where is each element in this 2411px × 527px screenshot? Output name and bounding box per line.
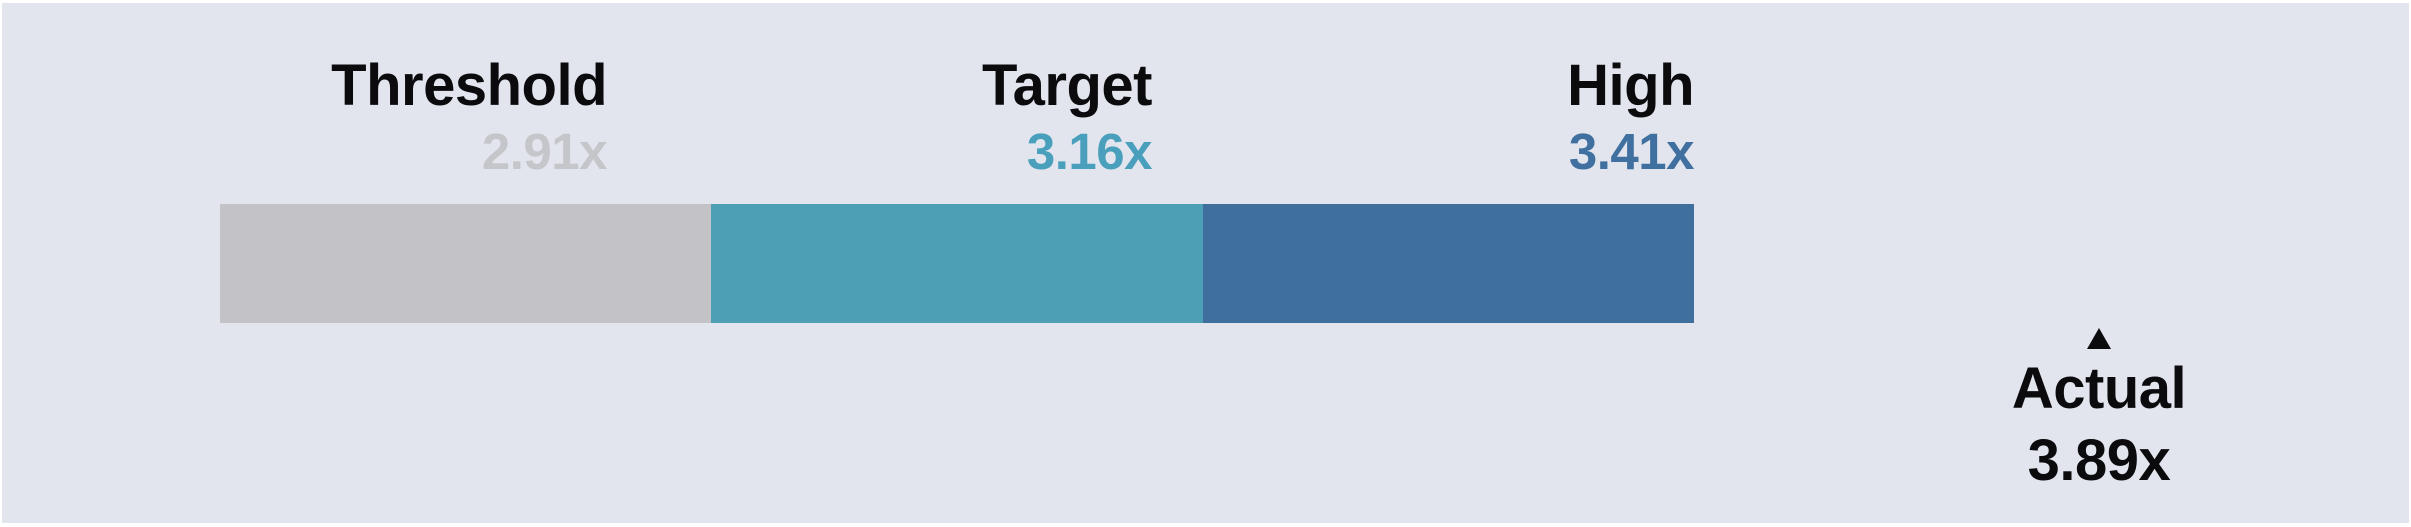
high-value: 3.41x: [1568, 123, 1695, 180]
target-label: Target: [982, 53, 1152, 118]
threshold-value: 2.91x: [481, 123, 608, 180]
threshold-label: Threshold: [331, 53, 607, 118]
chart-canvas: Threshold 2.91x Target 3.16x High 3.41x …: [2, 3, 2409, 523]
triangle-up-icon: [2087, 328, 2111, 349]
bar-segment-target: [711, 204, 1203, 323]
target-value: 3.16x: [1026, 123, 1153, 180]
high-label: High: [1567, 53, 1694, 118]
actual-label: Actual: [2011, 356, 2187, 421]
bar-segment-threshold: [220, 204, 712, 323]
bar-segment-high: [1202, 204, 1694, 323]
scale-bar: [220, 204, 1694, 323]
actual-value: 3.89x: [2027, 428, 2171, 493]
